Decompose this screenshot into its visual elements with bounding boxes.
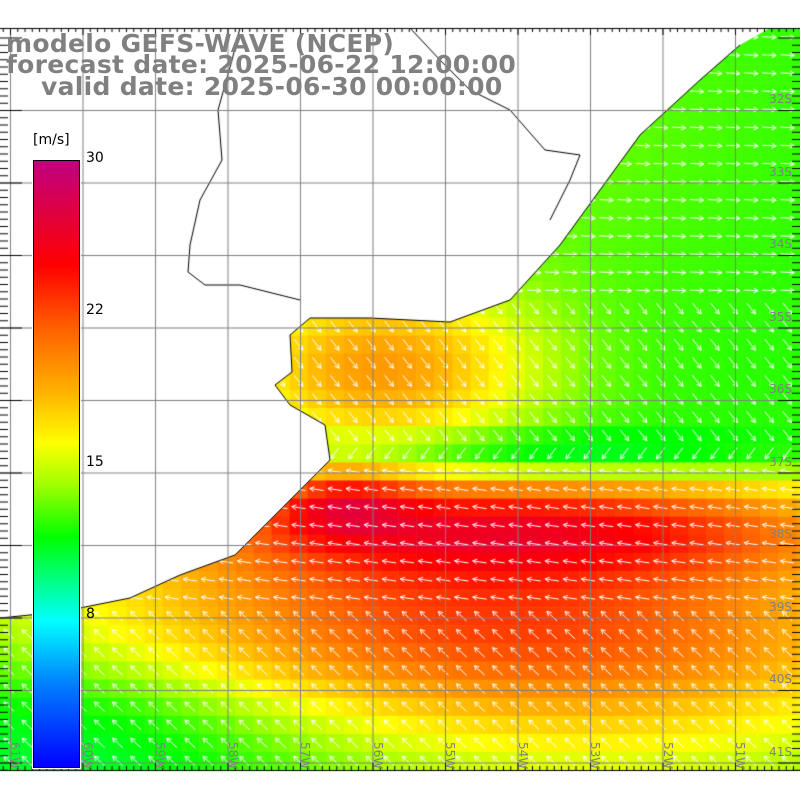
lat-label: 38S — [769, 527, 792, 541]
colorbar-label-15: 15 — [86, 454, 104, 470]
lat-label: 40S — [769, 672, 792, 686]
lon-label: 56W — [370, 742, 385, 770]
lat-label: 36S — [769, 382, 792, 396]
lat-label: 35S — [769, 309, 792, 324]
lon-label: 59W — [153, 742, 167, 770]
colorbar-unit: [m/s] — [33, 132, 70, 148]
valid-date: valid date: 2025-06-30 00:00:00 — [41, 72, 503, 101]
lat-label: 37S — [769, 454, 792, 469]
lat-label: 34S — [769, 237, 792, 251]
lat-label: 39S — [769, 599, 792, 614]
colorbar — [32, 159, 81, 769]
colorbar-label-30: 30 — [86, 150, 104, 166]
model-title: modelo GEFS-WAVE (NCEP) — [6, 29, 395, 58]
lon-label: 54W — [515, 742, 530, 770]
colorbar-label-8: 8 — [86, 606, 95, 622]
colorbar-label-22: 22 — [86, 302, 104, 318]
lat-label: 32S — [769, 92, 792, 106]
lat-label: 41S — [769, 744, 792, 759]
lon-label: 61W — [8, 742, 22, 770]
lat-label: 33S — [769, 164, 792, 179]
forecast-date: forecast date: 2025-06-22 12:00:00 — [6, 50, 517, 79]
lon-label: 55W — [443, 742, 457, 770]
lon-label: 52W — [660, 742, 675, 770]
lon-label: 58W — [225, 742, 240, 770]
lon-label: 57W — [298, 742, 312, 770]
lon-label: 51W — [733, 742, 747, 770]
lon-label: 60W — [80, 742, 95, 770]
lon-label: 53W — [588, 742, 602, 770]
